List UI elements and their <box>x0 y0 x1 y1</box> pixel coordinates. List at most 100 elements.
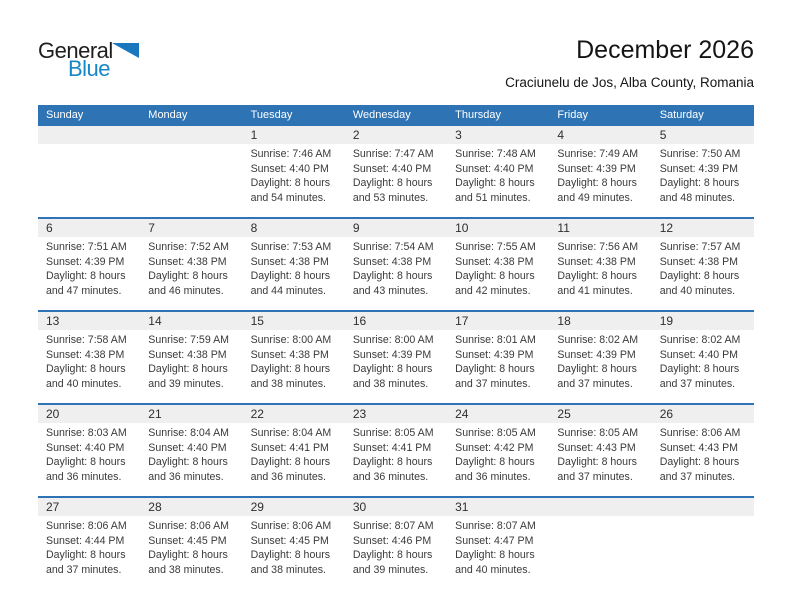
sunrise-text: Sunrise: 8:05 AM <box>557 427 639 439</box>
calendar-body: 1 Sunrise: 7:46 AM Sunset: 4:40 PM Daylight… <box>38 126 754 589</box>
week-row-4: 20 Sunrise: 8:03 AM Sunset: 4:40 PM Dayligh… <box>38 403 754 497</box>
day-number-strip <box>549 498 652 516</box>
sunrise-text: Sunrise: 8:01 AM <box>455 334 536 346</box>
day-details: Sunrise: 8:02 AM Sunset: 4:39 PM Daylight:… <box>549 330 651 391</box>
day-number-strip: 11 <box>549 219 652 237</box>
sunrise-text: Sunrise: 7:59 AM <box>148 334 229 346</box>
day-number-strip: 22 <box>242 405 345 423</box>
day-details: Sunrise: 7:46 AM Sunset: 4:40 PM Daylight:… <box>243 144 345 205</box>
daylight-text-line2: and 51 minutes. <box>455 191 531 204</box>
day-number: 8 <box>250 221 258 235</box>
sunrise-text: Sunrise: 7:53 AM <box>250 241 332 253</box>
sunrise-text: Sunrise: 7:55 AM <box>455 241 536 253</box>
day-number: 6 <box>46 221 53 235</box>
day-number-strip: 1 <box>242 126 345 144</box>
daylight-text-line2: and 40 minutes. <box>659 284 736 297</box>
daylight-text-line2: and 36 minutes. <box>352 470 429 483</box>
day-cell-28: 28 Sunrise: 8:06 AM Sunset: 4:45 PM Dayligh… <box>140 496 243 589</box>
sunset-text: Sunset: 4:41 PM <box>250 441 329 454</box>
sunrise-text: Sunrise: 8:05 AM <box>352 427 434 439</box>
day-cell-empty <box>651 496 754 589</box>
daylight-text-line2: and 38 minutes. <box>352 377 429 390</box>
day-cell-27: 27 Sunrise: 8:06 AM Sunset: 4:44 PM Dayligh… <box>38 496 141 589</box>
day-number: 25 <box>557 407 571 421</box>
daylight-text-line1: Daylight: 8 hours <box>659 270 740 283</box>
day-number: 9 <box>352 221 360 235</box>
day-number: 18 <box>557 314 571 328</box>
page-subtitle: Craciunelu de Jos, Alba County, Romania <box>505 75 754 90</box>
day-details: Sunrise: 7:48 AM Sunset: 4:40 PM Daylight:… <box>447 144 549 205</box>
day-cell-17: 17 Sunrise: 8:01 AM Sunset: 4:39 PM Dayligh… <box>447 310 550 404</box>
sunrise-text: Sunrise: 7:52 AM <box>148 241 229 253</box>
sunrise-text: Sunrise: 8:04 AM <box>148 427 229 439</box>
sunset-text: Sunset: 4:43 PM <box>557 441 636 454</box>
day-details: Sunrise: 7:56 AM Sunset: 4:38 PM Daylight:… <box>549 237 651 298</box>
day-cell-6: 6 Sunrise: 7:51 AM Sunset: 4:39 PM Daylight… <box>38 217 141 311</box>
day-cell-10: 10 Sunrise: 7:55 AM Sunset: 4:38 PM Dayligh… <box>447 217 550 311</box>
sunset-text: Sunset: 4:45 PM <box>250 534 329 547</box>
sunrise-text: Sunrise: 7:58 AM <box>46 334 127 346</box>
logo-word-general: General <box>38 40 139 63</box>
weekday-header-monday: Monday <box>140 105 243 126</box>
day-number-strip: 4 <box>549 126 652 144</box>
day-details: Sunrise: 8:06 AM Sunset: 4:45 PM Daylight:… <box>243 516 345 577</box>
day-number: 10 <box>455 221 469 235</box>
day-number-strip: 3 <box>447 126 550 144</box>
sunset-text: Sunset: 4:43 PM <box>659 441 739 454</box>
sunset-text: Sunset: 4:40 PM <box>659 348 739 361</box>
day-number-strip: 14 <box>140 312 243 330</box>
sunset-text: Sunset: 4:42 PM <box>455 441 534 454</box>
sunrise-text: Sunrise: 8:07 AM <box>352 520 434 532</box>
day-cell-19: 19 Sunrise: 8:02 AM Sunset: 4:40 PM Dayligh… <box>651 310 754 404</box>
daylight-text-line1: Daylight: 8 hours <box>46 456 126 469</box>
day-number-strip: 8 <box>242 219 345 237</box>
daylight-text-line1: Daylight: 8 hours <box>352 549 433 562</box>
sunrise-text: Sunrise: 7:51 AM <box>46 241 127 253</box>
day-details: Sunrise: 7:54 AM Sunset: 4:38 PM Daylight:… <box>345 237 447 298</box>
sunset-text: Sunset: 4:47 PM <box>455 534 534 547</box>
day-number-strip: 30 <box>344 498 448 516</box>
day-number: 26 <box>659 407 674 421</box>
day-number: 28 <box>148 500 162 514</box>
sunset-text: Sunset: 4:40 PM <box>148 441 227 454</box>
day-number: 4 <box>557 128 565 142</box>
day-cell-26: 26 Sunrise: 8:06 AM Sunset: 4:43 PM Dayligh… <box>651 403 754 497</box>
day-details <box>38 144 140 147</box>
day-cell-8: 8 Sunrise: 7:53 AM Sunset: 4:38 PM Daylight… <box>242 217 345 311</box>
day-number-strip: 19 <box>651 312 754 330</box>
day-number: 1 <box>250 128 258 142</box>
daylight-text-line1: Daylight: 8 hours <box>557 177 637 190</box>
daylight-text-line1: Daylight: 8 hours <box>557 456 637 469</box>
daylight-text-line1: Daylight: 8 hours <box>455 270 535 283</box>
weekday-header-saturday: Saturday <box>651 105 754 126</box>
sunset-text: Sunset: 4:41 PM <box>352 441 432 454</box>
sunrise-text: Sunrise: 8:05 AM <box>455 427 536 439</box>
sunrise-text: Sunrise: 8:04 AM <box>250 427 332 439</box>
day-cell-22: 22 Sunrise: 8:04 AM Sunset: 4:41 PM Dayligh… <box>242 403 345 497</box>
day-number-strip <box>38 126 141 144</box>
day-number: 27 <box>46 500 60 514</box>
week-row-5: 27 Sunrise: 8:06 AM Sunset: 4:44 PM Dayligh… <box>38 496 754 589</box>
day-number-strip: 2 <box>344 126 448 144</box>
sunset-text: Sunset: 4:40 PM <box>455 162 534 175</box>
day-details: Sunrise: 8:04 AM Sunset: 4:41 PM Daylight:… <box>243 423 345 484</box>
day-details: Sunrise: 7:49 AM Sunset: 4:39 PM Daylight:… <box>549 144 651 205</box>
day-details: Sunrise: 7:47 AM Sunset: 4:40 PM Daylight:… <box>345 144 447 205</box>
day-details: Sunrise: 8:05 AM Sunset: 4:41 PM Daylight:… <box>345 423 447 484</box>
day-cell-2: 2 Sunrise: 7:47 AM Sunset: 4:40 PM Daylight… <box>344 126 448 218</box>
day-number: 20 <box>46 407 60 421</box>
day-cell-9: 9 Sunrise: 7:54 AM Sunset: 4:38 PM Daylight… <box>344 217 448 311</box>
day-number-strip: 31 <box>447 498 550 516</box>
day-number-strip: 27 <box>38 498 141 516</box>
daylight-text-line1: Daylight: 8 hours <box>250 270 331 283</box>
day-number-strip: 12 <box>651 219 754 237</box>
day-number: 29 <box>250 500 264 514</box>
day-number-strip: 13 <box>38 312 141 330</box>
sunset-text: Sunset: 4:39 PM <box>46 255 125 268</box>
sunrise-text: Sunrise: 8:03 AM <box>46 427 127 439</box>
daylight-text-line1: Daylight: 8 hours <box>659 456 740 469</box>
day-cell-11: 11 Sunrise: 7:56 AM Sunset: 4:38 PM Dayligh… <box>549 217 652 311</box>
day-number: 5 <box>659 128 667 142</box>
sunset-text: Sunset: 4:39 PM <box>455 348 534 361</box>
day-details: Sunrise: 8:01 AM Sunset: 4:39 PM Daylight:… <box>447 330 549 391</box>
